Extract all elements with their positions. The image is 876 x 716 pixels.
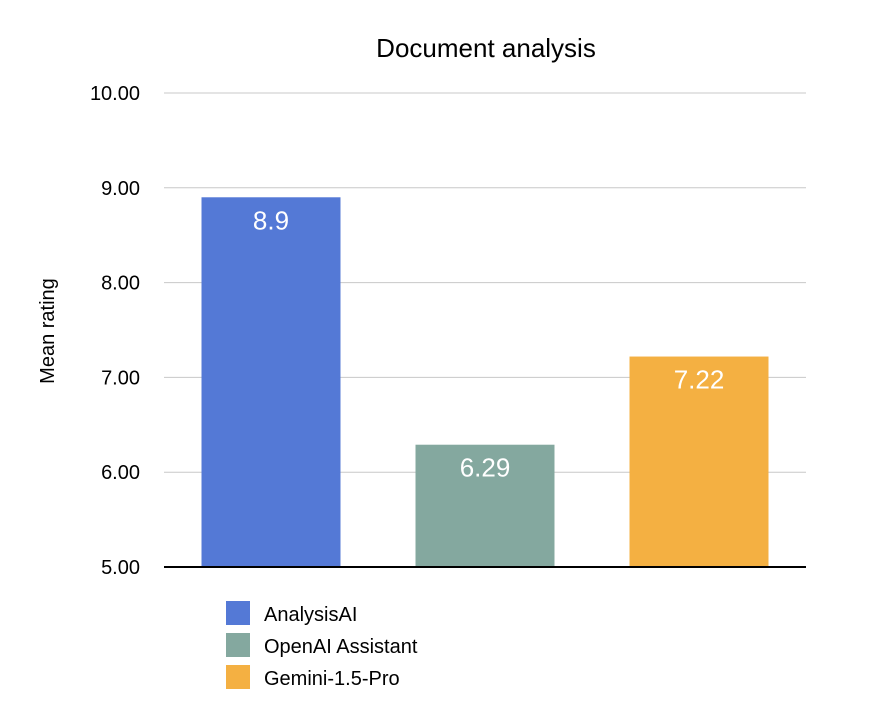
y-axis-ticks: 5.00 6.00 7.00 8.00 9.00 10.00 bbox=[90, 83, 140, 579]
y-axis-label: Mean rating bbox=[37, 278, 59, 384]
bar-gemini-1-5-pro bbox=[629, 356, 769, 567]
y-tick-label: 5.00 bbox=[101, 557, 140, 579]
legend-label: AnalysisAI bbox=[264, 604, 357, 626]
legend-label: OpenAI Assistant bbox=[264, 636, 418, 658]
bar-openai-assistant bbox=[415, 444, 555, 567]
y-tick-label: 9.00 bbox=[101, 178, 140, 200]
legend: AnalysisAI OpenAI Assistant Gemini-1.5-Pro bbox=[226, 601, 418, 690]
data-label: 8.9 bbox=[253, 205, 289, 235]
y-tick-label: 8.00 bbox=[101, 273, 140, 295]
data-label: 7.22 bbox=[674, 365, 725, 395]
y-tick-label: 6.00 bbox=[101, 462, 140, 484]
y-tick-label: 7.00 bbox=[101, 367, 140, 389]
legend-swatch bbox=[226, 633, 250, 657]
bar-analysisai bbox=[201, 197, 341, 567]
data-labels: 8.9 6.29 7.22 bbox=[253, 205, 724, 482]
data-label: 6.29 bbox=[460, 453, 511, 483]
bars bbox=[201, 197, 769, 567]
legend-swatch bbox=[226, 665, 250, 689]
chart-title: Document analysis bbox=[376, 33, 596, 63]
y-tick-label: 10.00 bbox=[90, 83, 140, 105]
legend-swatch bbox=[226, 601, 250, 625]
legend-label: Gemini-1.5-Pro bbox=[264, 668, 400, 690]
